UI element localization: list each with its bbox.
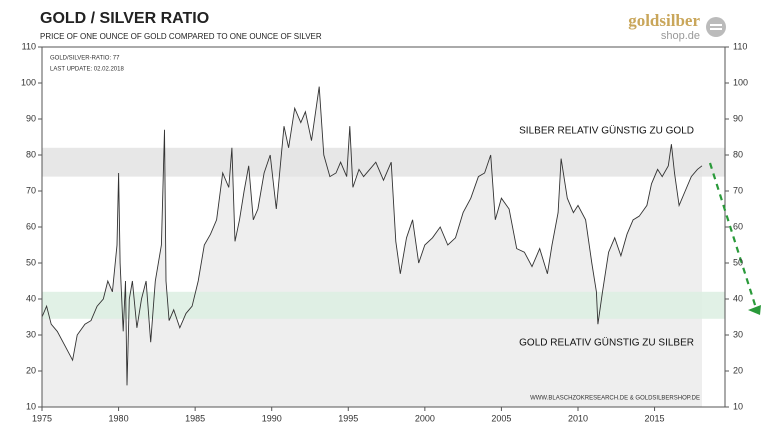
y-tick-label: 20 xyxy=(26,365,36,375)
trend-arrow xyxy=(708,162,758,309)
logo-icon-bar xyxy=(710,24,722,26)
y-tick-label: 100 xyxy=(21,77,36,87)
x-tick-label: 2015 xyxy=(645,413,665,423)
annotation: SILBER RELATIV GÜNSTIG ZU GOLD xyxy=(519,125,694,137)
band xyxy=(42,147,725,177)
annotation: GOLD RELATIV GÜNSTIG ZU SILBER xyxy=(519,337,694,349)
y-tick-label: 30 xyxy=(26,329,36,339)
y-tick-label: 40 xyxy=(26,293,36,303)
x-tick-label: 1980 xyxy=(109,413,129,423)
band xyxy=(42,291,725,319)
y2-tick-label: 10 xyxy=(733,401,743,411)
info-ratio: GOLD/SILVER-RATIO: 77 xyxy=(50,56,120,62)
y-tick-label: 50 xyxy=(26,257,36,267)
chart-subtitle: PRICE OF ONE OUNCE OF GOLD COMPARED TO O… xyxy=(40,32,322,41)
x-tick-label: 1995 xyxy=(338,413,358,423)
x-tick-label: 1985 xyxy=(185,413,205,423)
source: WWW.BLASCHZOKRESEARCH.DE & GOLDSILBERSHO… xyxy=(530,396,700,402)
line xyxy=(41,86,703,386)
y2-tick-label: 60 xyxy=(733,221,743,231)
x-tick-label: 2000 xyxy=(415,413,435,423)
chart-title: GOLD / SILVER RATIO xyxy=(40,10,209,27)
x-tick-label: 2010 xyxy=(568,413,588,423)
y2-tick-label: 40 xyxy=(733,293,743,303)
y-tick-label: 60 xyxy=(26,221,36,231)
info-update: LAST UPDATE: 02.02.2018 xyxy=(50,67,124,73)
logo-main: goldsilber xyxy=(628,11,700,30)
y-tick-label: 10 xyxy=(26,401,36,411)
y2-tick-label: 50 xyxy=(733,257,743,267)
y2-tick-label: 70 xyxy=(733,185,743,195)
y2-tick-label: 80 xyxy=(733,149,743,159)
y-tick-label: 110 xyxy=(22,41,36,51)
y2-tick-label: 90 xyxy=(733,113,743,123)
y2-tick-label: 20 xyxy=(733,365,743,375)
logo-icon-bar xyxy=(710,28,722,30)
y2-tick-label: 100 xyxy=(733,77,748,87)
x-tick-label: 2005 xyxy=(491,413,511,423)
logo-sub: shop.de xyxy=(661,30,700,42)
x-tick-label: 1990 xyxy=(262,413,282,423)
y-tick-label: 90 xyxy=(26,113,36,123)
arrow-head xyxy=(748,305,761,315)
logo-icon xyxy=(706,17,726,37)
y-tick-label: 80 xyxy=(26,149,36,159)
y2-tick-label: 110 xyxy=(733,41,747,51)
y2-tick-label: 30 xyxy=(733,329,743,339)
y-tick-label: 70 xyxy=(26,185,36,195)
x-tick-label: 1975 xyxy=(32,413,52,423)
plot xyxy=(41,86,725,407)
area xyxy=(42,86,703,407)
